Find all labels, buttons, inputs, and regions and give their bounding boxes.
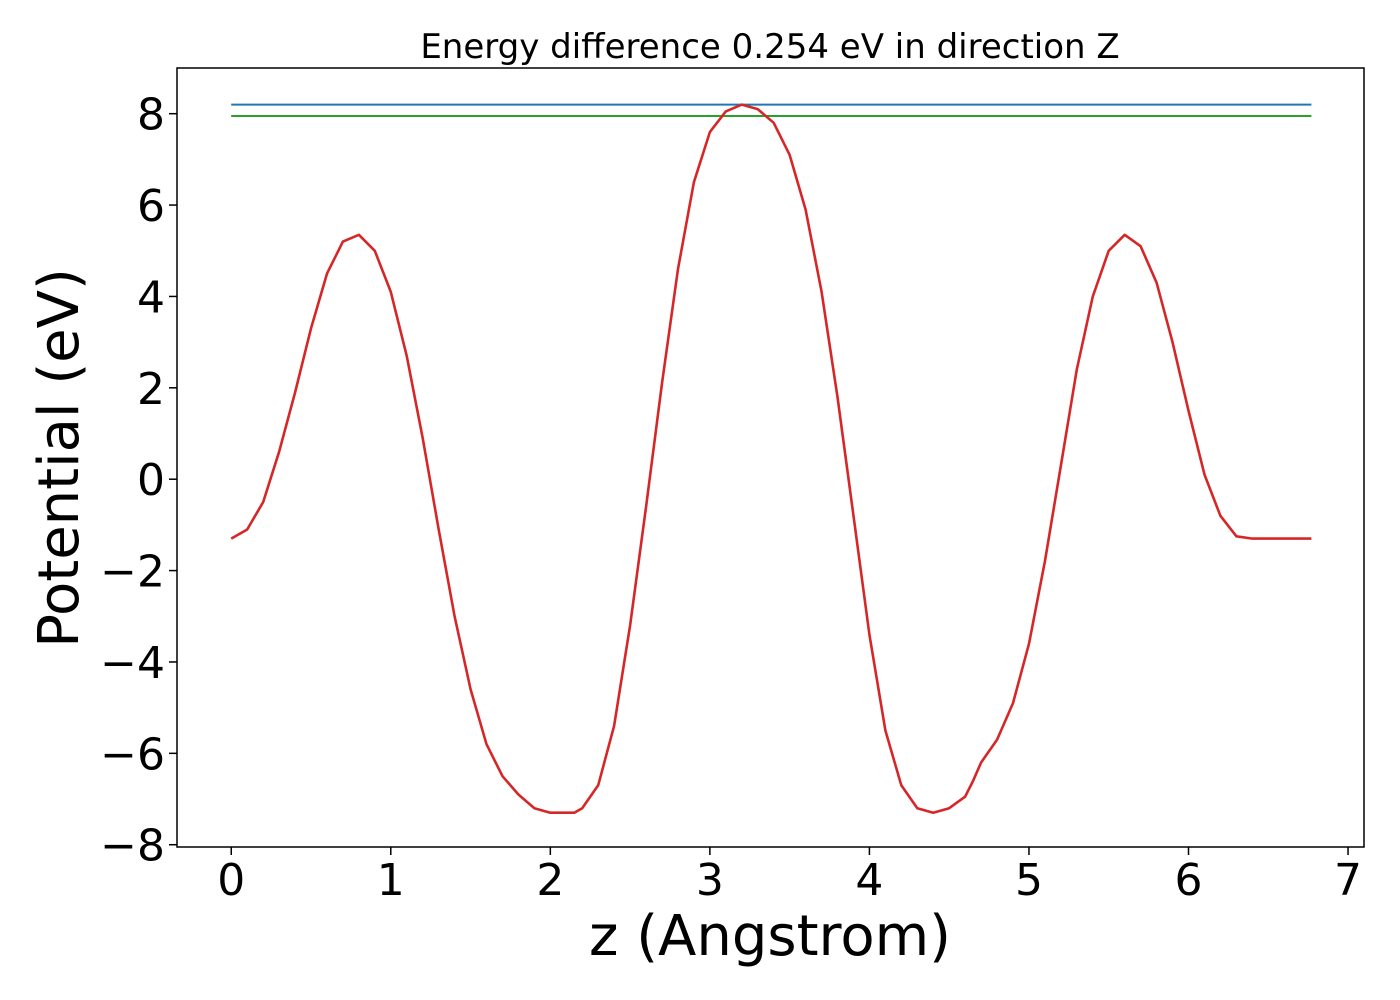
x-axis-label: z (Angstrom) <box>589 904 951 969</box>
y-tick-label: −8 <box>100 821 165 872</box>
x-tick-label: 4 <box>855 855 883 906</box>
x-tick-label: 5 <box>1015 855 1043 906</box>
y-tick-label: 2 <box>137 364 165 415</box>
y-tick-label: 0 <box>137 455 165 506</box>
x-tick-label: 2 <box>536 855 564 906</box>
y-tick-label: −4 <box>100 638 165 689</box>
x-axis-ticks: 0 1 2 3 4 5 6 7 <box>217 847 1362 906</box>
plot-frame <box>176 67 1365 848</box>
series-line-3 <box>230 103 1312 815</box>
y-tick-label: −6 <box>100 729 165 780</box>
y-tick-label: 8 <box>137 90 165 141</box>
plot-lines <box>230 103 1312 815</box>
x-tick-label: 7 <box>1334 855 1362 906</box>
y-axis-label: Potential (eV) <box>27 268 92 648</box>
y-tick-label: 4 <box>137 272 165 323</box>
x-tick-label: 6 <box>1175 855 1203 906</box>
x-tick-label: 0 <box>217 855 245 906</box>
y-tick-label: 6 <box>137 181 165 232</box>
x-tick-label: 1 <box>377 855 405 906</box>
x-tick-label: 3 <box>696 855 724 906</box>
chart-title: Energy difference 0.254 eV in direction … <box>420 27 1119 67</box>
y-axis-ticks: −8 −6 −4 −2 0 2 4 6 8 <box>100 90 177 872</box>
y-tick-label: −2 <box>100 547 165 598</box>
